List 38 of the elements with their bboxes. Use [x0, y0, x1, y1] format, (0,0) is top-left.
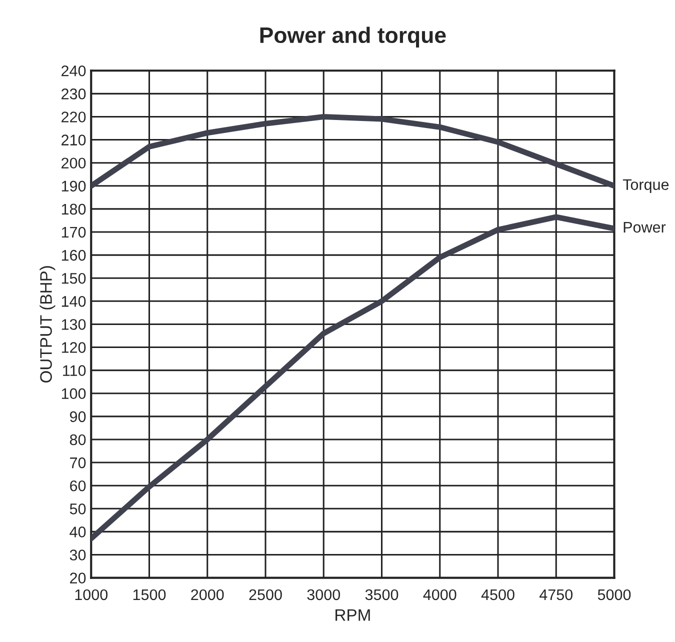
y-tick-label: 90	[70, 411, 86, 422]
chart-title: Power and torque	[260, 26, 446, 48]
y-tick-label: 220	[62, 112, 86, 122]
y-tick-label: 120	[62, 342, 86, 353]
y-tick-label: 200	[62, 158, 86, 169]
y-tick-label: 130	[62, 319, 86, 330]
x-tick-label: 5000	[598, 589, 631, 600]
y-tick-label: 100	[62, 388, 86, 400]
x-tick-label: 2500	[249, 589, 282, 600]
x-tick-label: 3500	[365, 589, 398, 600]
y-axis-title: OUTPUT (BHP)	[40, 266, 56, 383]
y-tick-label: 150	[62, 272, 86, 284]
y-tick-label: 140	[62, 296, 86, 307]
y-tick-label: 180	[62, 204, 86, 215]
x-tick-label: 4500	[481, 589, 514, 600]
x-tick-label: 4000	[423, 589, 456, 600]
y-tick-label: 30	[70, 550, 86, 560]
x-tick-label: 2000	[191, 589, 224, 600]
y-tick-label: 230	[62, 88, 86, 100]
y-tick-label: 70	[70, 457, 86, 468]
x-axis-title: RPM	[336, 609, 370, 621]
y-tick-label: 240	[62, 65, 86, 76]
series-label: Power	[624, 222, 666, 233]
y-tick-label: 210	[62, 134, 86, 146]
y-tick-label: 190	[62, 180, 86, 192]
y-tick-label: 80	[70, 434, 86, 446]
y-tick-label: 50	[70, 504, 86, 514]
y-tick-label: 40	[70, 526, 86, 538]
x-tick-label: 1500	[133, 589, 166, 600]
y-tick-label: 170	[62, 226, 86, 238]
x-tick-label: 3000	[307, 589, 340, 600]
series-label: Torque	[622, 179, 669, 194]
y-tick-label: 110	[63, 365, 86, 376]
y-tick-label: 60	[70, 480, 86, 492]
y-tick-label: 20	[70, 572, 86, 584]
x-tick-label: 4750	[539, 589, 573, 600]
y-tick-label: 160	[62, 250, 86, 261]
x-tick-label: 1000	[75, 589, 108, 600]
